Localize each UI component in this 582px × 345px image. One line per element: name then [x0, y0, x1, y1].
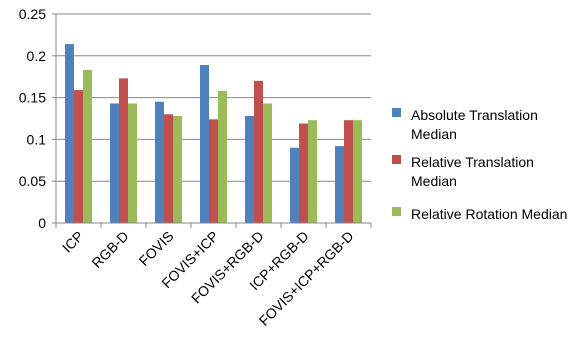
bar: [245, 115, 254, 223]
bar: [299, 123, 308, 223]
x-axis-ticks: ICP RGB-D FOVISFOVIS+ICPFOVIS+RGB-DICP+RGB…: [59, 228, 357, 329]
bar: [218, 90, 227, 223]
legend-label: Relative Translation: [411, 154, 534, 170]
bar: [290, 147, 299, 223]
bar: [119, 78, 128, 223]
bar: [254, 80, 263, 223]
bar: [353, 120, 362, 223]
legend-label: Median: [411, 126, 457, 142]
x-tick-label: FOVIS: [136, 228, 177, 269]
bar: [335, 146, 344, 223]
bars: [65, 44, 362, 224]
y-tick-label: 0: [38, 215, 46, 231]
y-tick-label: 0.15: [19, 90, 46, 106]
legend: Absolute Translation Median Relative Trans…: [392, 107, 567, 222]
legend-swatch: [392, 207, 401, 216]
bar: [155, 101, 164, 223]
y-tick-label: 0.25: [19, 6, 46, 22]
legend-swatch: [392, 155, 401, 164]
legend-label: Median: [411, 173, 457, 189]
bar: [200, 64, 209, 223]
x-tick-label: RGB-D: [88, 228, 131, 271]
axes: [52, 13, 372, 228]
bar: [83, 70, 92, 224]
legend-label: Absolute Translation: [411, 107, 538, 123]
legend-label: Relative Rotation Median: [411, 206, 567, 222]
bar: [263, 103, 272, 223]
bar: [164, 114, 173, 223]
gridlines: [56, 13, 371, 182]
y-tick-label: 0.2: [27, 48, 47, 64]
bar: [344, 120, 353, 223]
bar: [128, 103, 137, 223]
y-tick-label: 0.1: [27, 131, 47, 147]
y-axis-ticks: 0 0.05 0.1 0.15 0.2 0.25: [19, 6, 46, 231]
bar: [173, 115, 182, 223]
x-tick-label: ICP: [59, 228, 87, 256]
bar: [110, 103, 119, 223]
bar: [74, 90, 83, 224]
bar: [308, 120, 317, 223]
y-tick-label: 0.05: [19, 173, 46, 189]
bar: [209, 119, 218, 223]
legend-swatch: [392, 108, 401, 117]
bar: [65, 44, 74, 223]
